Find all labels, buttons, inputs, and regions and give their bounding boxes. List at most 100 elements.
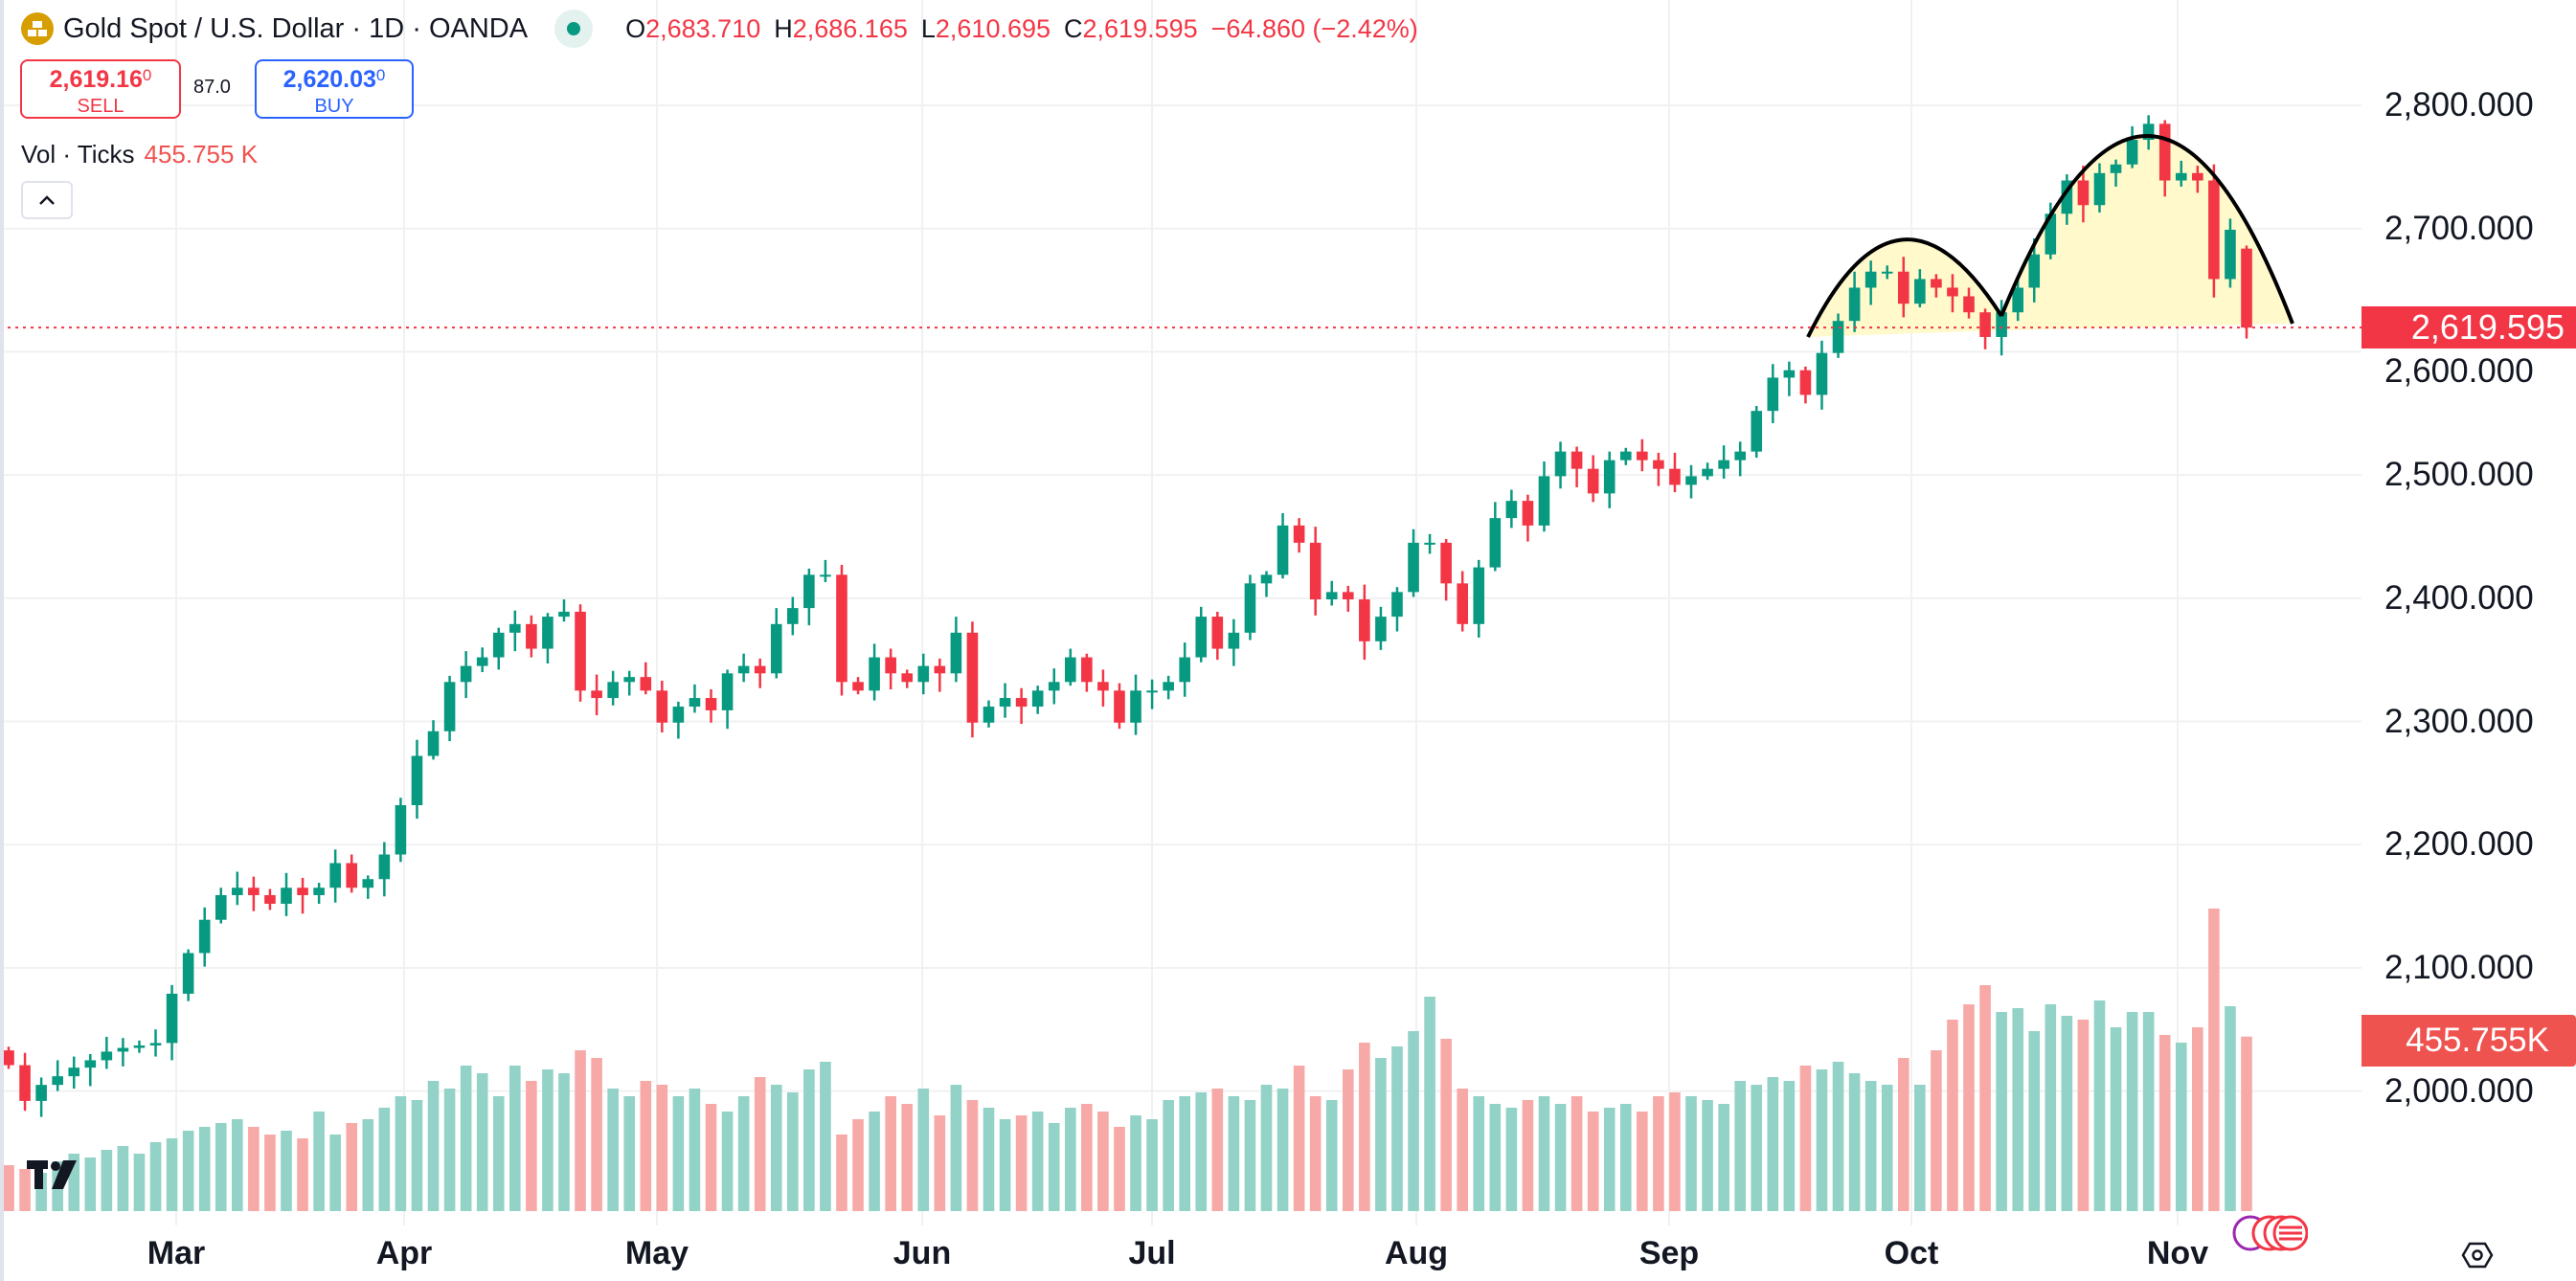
economic-events-icons[interactable] (2231, 1212, 2309, 1259)
volume-bar (1554, 1104, 1567, 1211)
candle-body (395, 805, 407, 855)
volume-bar (1408, 1031, 1419, 1211)
candle-body (1914, 279, 1926, 304)
candle (1799, 366, 1812, 404)
candle (770, 608, 782, 679)
candle-body (917, 665, 930, 683)
volume-legend[interactable]: Vol · Ticks 455.755 K (21, 140, 258, 169)
candle-body (1734, 451, 1746, 461)
candle-body (1473, 567, 1485, 624)
volume-bar (966, 1100, 979, 1211)
candle (2158, 120, 2171, 197)
candles (3, 115, 2252, 1117)
pattern-arc-right[interactable] (2000, 134, 2294, 325)
candle (966, 621, 979, 738)
volume-bar (1603, 1108, 1616, 1211)
candle (1424, 533, 1435, 554)
candle (133, 1040, 146, 1053)
gold-bars-icon (21, 12, 54, 45)
volume-bar (917, 1089, 930, 1211)
candle-body (232, 888, 243, 895)
candle-body (542, 617, 554, 649)
candle-body (313, 888, 325, 895)
tradingview-logo-icon[interactable] (25, 1157, 86, 1204)
candle (1864, 260, 1877, 305)
volume-bar (721, 1112, 734, 1211)
volume-bar (1359, 1043, 1370, 1211)
candle-body (1081, 657, 1093, 683)
candle (575, 604, 586, 702)
volume-bar (133, 1154, 146, 1211)
candle-body (2175, 172, 2187, 181)
candle (264, 888, 276, 910)
sell-button[interactable]: 2,619.160 SELL (20, 59, 181, 119)
pattern-arc-left[interactable] (1806, 237, 2003, 338)
candle-body (737, 665, 750, 674)
volume-bar (689, 1089, 701, 1211)
grid (0, 0, 2361, 1225)
candle-body (443, 682, 456, 731)
candle-body (1783, 370, 1796, 378)
candle-body (248, 888, 260, 895)
candle-body (1522, 501, 1534, 526)
volume-bar (1702, 1100, 1713, 1211)
sell-price: 2,619.16 (49, 66, 143, 93)
candle-body (640, 677, 652, 691)
candle-body (754, 665, 766, 674)
volume-bar (1963, 1004, 1975, 1211)
volume-legend-label: Vol · Ticks (21, 140, 135, 169)
collapse-legend-button[interactable] (21, 181, 73, 219)
candle-body (1146, 690, 1158, 693)
volume-bar (362, 1119, 374, 1211)
candle-body (1603, 460, 1616, 494)
buy-price: 2,620.03 (282, 66, 376, 93)
volume-bar (787, 1092, 799, 1211)
candle-body (133, 1045, 146, 1048)
candle (1538, 461, 1550, 532)
volume-bar (2093, 1000, 2106, 1211)
candle-body (1391, 592, 1403, 618)
candle (297, 877, 308, 914)
candle-body (1832, 321, 1844, 353)
candle-body (1195, 617, 1208, 658)
volume-bar (1391, 1046, 1403, 1211)
candle-body (2225, 229, 2236, 280)
candle-body (117, 1047, 129, 1052)
market-open-dot-icon[interactable] (554, 10, 594, 48)
candle (2175, 160, 2187, 187)
candle (1816, 340, 1828, 410)
volume-bar (1570, 1096, 1583, 1211)
candle-body (999, 698, 1011, 708)
volume-bar (869, 1112, 880, 1211)
candle-body (672, 707, 685, 723)
candle (705, 689, 717, 723)
volume-bar (607, 1089, 619, 1211)
candle (852, 677, 864, 695)
symbol-title[interactable]: Gold Spot / U.S. Dollar · 1D · OANDA (63, 12, 529, 44)
candle (820, 559, 831, 583)
candle (1277, 512, 1289, 579)
price-tick: 2,000.000 (2384, 1072, 2534, 1110)
candle (2126, 125, 2138, 169)
buy-button[interactable]: 2,620.030 BUY (255, 59, 414, 119)
volume-bar (1473, 1096, 1485, 1211)
candle (427, 720, 440, 760)
candle-body (52, 1076, 63, 1086)
volume-bar (182, 1131, 194, 1211)
candle (1211, 611, 1224, 661)
candle-body (966, 632, 979, 723)
candle (117, 1038, 129, 1067)
double-top-pattern-arcs[interactable] (1806, 134, 2294, 338)
candle-body (1587, 468, 1599, 494)
high-label: H (774, 13, 793, 43)
candle (443, 675, 456, 742)
candle (656, 681, 668, 733)
candle-body (721, 673, 734, 710)
candle-body (346, 863, 358, 888)
candle-body (1979, 312, 1991, 337)
volume-bar (1375, 1058, 1387, 1211)
candle-body (1359, 599, 1370, 641)
chart-settings-icon[interactable] (2461, 1241, 2494, 1270)
candle-body (1424, 542, 1435, 545)
